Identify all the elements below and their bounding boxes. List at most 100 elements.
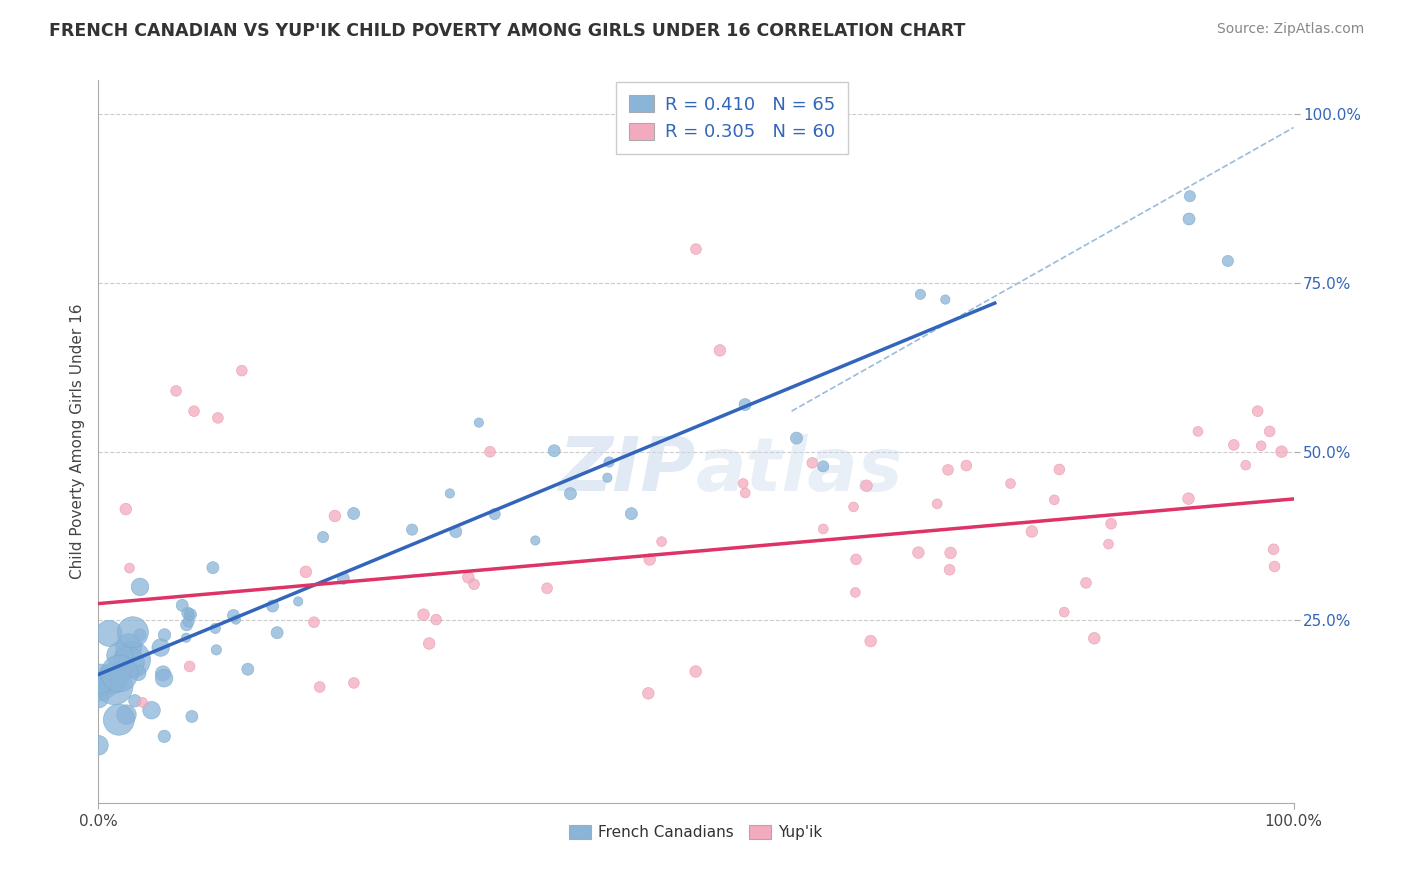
Point xyxy=(152,666,174,681)
Point xyxy=(222,608,245,623)
Point xyxy=(637,686,659,700)
Point xyxy=(425,613,447,627)
Point xyxy=(153,628,176,642)
Point xyxy=(118,561,141,575)
Point xyxy=(103,679,125,693)
Point xyxy=(468,416,491,430)
Point xyxy=(295,565,318,579)
Point xyxy=(262,599,284,613)
Point xyxy=(179,607,201,622)
Point xyxy=(308,680,330,694)
Point xyxy=(457,570,479,584)
Text: ZIP: ZIP xyxy=(558,434,696,507)
Point xyxy=(121,653,143,667)
Point xyxy=(121,625,143,640)
Point xyxy=(439,486,461,500)
Point xyxy=(205,643,228,657)
Point xyxy=(1263,542,1285,557)
Point xyxy=(685,665,707,679)
Point xyxy=(128,628,150,642)
Point xyxy=(907,545,929,559)
Point xyxy=(1043,492,1066,507)
Point xyxy=(180,709,202,723)
Point xyxy=(312,530,335,544)
Point xyxy=(939,546,962,560)
Point xyxy=(845,552,868,566)
Point xyxy=(1099,516,1122,531)
Point xyxy=(934,293,956,307)
Point xyxy=(910,287,932,301)
Legend: French Canadians, Yup'ik: French Canadians, Yup'ik xyxy=(560,815,832,849)
Point xyxy=(1178,189,1201,203)
Point xyxy=(733,476,755,491)
Point xyxy=(118,656,141,670)
Point xyxy=(1053,605,1076,619)
Point xyxy=(207,411,229,425)
Point xyxy=(179,607,201,622)
Point xyxy=(165,384,187,398)
Point xyxy=(172,599,194,613)
Point xyxy=(177,615,200,629)
Point xyxy=(204,621,226,635)
Point xyxy=(1097,537,1119,551)
Point xyxy=(734,486,756,500)
Point xyxy=(734,398,756,412)
Point xyxy=(1021,524,1043,539)
Point xyxy=(141,703,163,717)
Point xyxy=(543,443,565,458)
Point xyxy=(149,640,172,655)
Point xyxy=(98,626,121,640)
Point xyxy=(938,563,960,577)
Point xyxy=(444,524,467,539)
Point xyxy=(955,458,977,473)
Point xyxy=(332,571,354,585)
Point xyxy=(115,707,138,722)
Point xyxy=(813,522,835,536)
Point xyxy=(418,636,440,650)
Point xyxy=(1177,491,1199,506)
Point xyxy=(118,640,141,654)
Point xyxy=(1247,404,1270,418)
Point xyxy=(596,471,619,485)
Point xyxy=(1187,425,1209,439)
Point xyxy=(231,364,253,378)
Point xyxy=(323,508,346,523)
Point xyxy=(91,676,114,690)
Point xyxy=(524,533,547,548)
Point xyxy=(89,675,111,690)
Point xyxy=(1216,254,1239,268)
Point xyxy=(651,534,673,549)
Point xyxy=(927,497,949,511)
Point xyxy=(1258,425,1281,439)
Text: Source: ZipAtlas.com: Source: ZipAtlas.com xyxy=(1216,22,1364,37)
Point xyxy=(412,607,434,622)
Point xyxy=(1234,458,1257,472)
Point xyxy=(685,242,707,256)
Point xyxy=(266,625,288,640)
Y-axis label: Child Poverty Among Girls Under 16: Child Poverty Among Girls Under 16 xyxy=(69,304,84,579)
Point xyxy=(1074,575,1097,590)
Point xyxy=(855,479,877,493)
Point xyxy=(1271,444,1294,458)
Point xyxy=(236,662,259,676)
Point xyxy=(1000,476,1022,491)
Point xyxy=(709,343,731,358)
Point xyxy=(124,694,146,708)
Text: atlas: atlas xyxy=(696,434,904,507)
Point xyxy=(1178,211,1201,226)
Point xyxy=(785,431,807,445)
Point xyxy=(225,613,247,627)
Point xyxy=(174,631,197,645)
Point xyxy=(859,634,882,648)
Point xyxy=(844,585,866,599)
Text: FRENCH CANADIAN VS YUP'IK CHILD POVERTY AMONG GIRLS UNDER 16 CORRELATION CHART: FRENCH CANADIAN VS YUP'IK CHILD POVERTY … xyxy=(49,22,966,40)
Point xyxy=(176,617,198,632)
Point xyxy=(801,456,824,470)
Point xyxy=(463,577,485,591)
Point xyxy=(598,455,620,469)
Point xyxy=(87,739,110,753)
Point xyxy=(183,404,205,418)
Point xyxy=(536,581,558,595)
Point xyxy=(1083,632,1105,646)
Point xyxy=(484,507,506,521)
